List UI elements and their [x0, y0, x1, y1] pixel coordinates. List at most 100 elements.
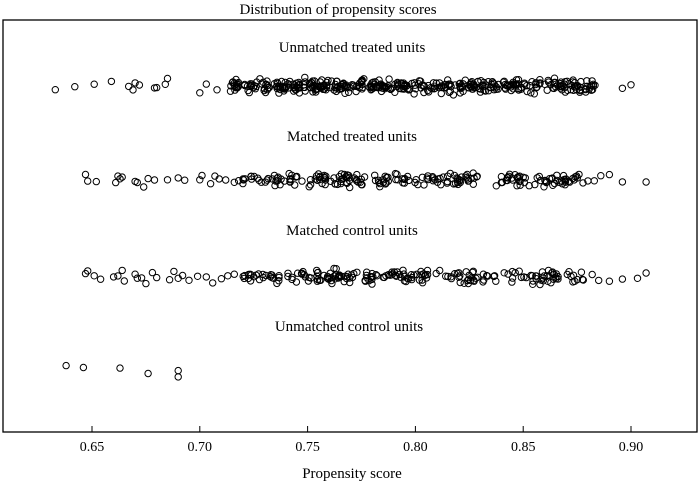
data-point-group-2 [241, 175, 249, 183]
data-point-group-3 [508, 278, 516, 286]
data-point-group-1 [476, 85, 484, 93]
data-point-group-1 [280, 87, 288, 95]
data-point-group-2 [247, 172, 255, 181]
data-point-group-1 [558, 81, 566, 89]
data-point-group-1 [395, 84, 403, 93]
data-point-group-1 [322, 86, 330, 94]
data-point-group-2 [433, 178, 442, 186]
data-point-group-1 [153, 83, 161, 92]
data-point-group-1 [523, 87, 531, 96]
data-point-group-2 [535, 172, 543, 181]
data-point-group-4 [116, 364, 124, 372]
data-point-group-1 [420, 88, 428, 97]
data-point-group-1 [332, 87, 340, 96]
data-point-group-1 [572, 86, 581, 94]
data-point-group-1 [344, 88, 353, 97]
data-point-group-3 [517, 273, 526, 282]
data-point-group-2 [469, 180, 477, 188]
data-point-group-1 [456, 79, 464, 88]
data-point-group-2 [239, 176, 248, 184]
data-point-group-1 [551, 83, 560, 91]
data-point-group-2 [206, 180, 215, 188]
data-point-group-3 [642, 269, 650, 277]
data-point-group-3 [299, 267, 307, 276]
data-point-group-2 [174, 174, 182, 182]
data-point-group-3 [305, 273, 313, 282]
data-point-group-1 [469, 85, 477, 93]
data-point-group-2 [196, 176, 204, 184]
x-axis-label: Propensity score [302, 466, 402, 482]
data-point-group-3 [432, 269, 440, 278]
data-point-group-2 [597, 172, 605, 180]
data-point-group-2 [473, 173, 481, 181]
data-point-group-1 [51, 86, 59, 94]
data-point-group-1 [260, 86, 268, 95]
data-point-group-1 [300, 83, 308, 92]
data-point-group-3 [284, 269, 292, 277]
data-point-group-1 [385, 75, 393, 83]
data-point-group-3 [420, 270, 428, 278]
data-point-group-2 [293, 172, 301, 181]
group-label-unmatched-treated: Unmatched treated units [279, 40, 426, 56]
data-point-group-2 [263, 176, 271, 184]
data-point-group-2 [298, 177, 306, 185]
data-point-group-1 [572, 83, 580, 91]
data-point-group-1 [530, 90, 538, 98]
data-point-group-3 [202, 273, 211, 281]
group-label-unmatched-control: Unmatched control units [275, 319, 423, 335]
data-point-group-1 [481, 87, 490, 95]
data-point-group-4 [174, 366, 182, 375]
plot-frame [2, 19, 698, 433]
data-point-group-2 [382, 173, 391, 182]
group-label-matched-treated: Matched treated units [287, 129, 417, 145]
data-point-group-2 [230, 178, 239, 187]
data-point-group-1 [358, 76, 366, 84]
data-point-group-1 [125, 82, 133, 91]
data-point-group-3 [114, 272, 122, 280]
data-point-group-2 [112, 178, 120, 187]
data-point-group-1 [317, 84, 325, 92]
data-point-group-2 [337, 179, 345, 188]
data-point-group-3 [193, 272, 202, 280]
data-point-group-1 [357, 77, 366, 86]
data-point-group-1 [135, 81, 144, 89]
data-point-group-2 [273, 177, 281, 185]
data-point-group-2 [116, 175, 124, 183]
data-point-group-2 [420, 181, 428, 189]
data-point-group-1 [492, 85, 500, 94]
data-point-group-2 [144, 174, 152, 183]
data-point-group-2 [198, 171, 206, 180]
chart-title: Distribution of propensity scores [239, 2, 436, 18]
data-point-group-3 [120, 277, 129, 285]
data-point-group-2 [446, 169, 454, 178]
data-point-group-2 [118, 173, 126, 181]
data-point-group-3 [142, 279, 150, 288]
data-point-group-1 [429, 79, 438, 87]
data-point-group-3 [492, 277, 500, 285]
data-point-group-3 [246, 277, 255, 285]
data-point-group-1 [306, 79, 314, 88]
data-point-group-1 [465, 84, 473, 92]
data-point-group-2 [312, 172, 321, 180]
data-point-group-1 [202, 80, 211, 88]
data-point-group-3 [490, 272, 499, 280]
data-point-group-3 [118, 266, 126, 275]
data-point-group-1 [487, 80, 496, 88]
data-point-group-3 [605, 277, 614, 285]
data-point-group-1 [380, 82, 388, 91]
data-point-group-3 [313, 277, 321, 285]
data-point-group-2 [371, 176, 380, 185]
data-point-group-2 [163, 176, 172, 184]
data-point-group-3 [341, 272, 350, 280]
data-point-group-1 [455, 80, 463, 88]
data-point-group-1 [563, 86, 572, 95]
data-point-group-3 [393, 268, 401, 276]
data-point-group-1 [517, 85, 525, 94]
data-point-group-2 [579, 179, 587, 187]
data-point-group-2 [443, 177, 452, 186]
data-point-group-3 [292, 278, 301, 286]
data-point-group-1 [213, 86, 221, 94]
data-point-group-3 [217, 275, 226, 283]
data-point-group-1 [465, 81, 473, 89]
data-point-group-2 [453, 174, 461, 182]
